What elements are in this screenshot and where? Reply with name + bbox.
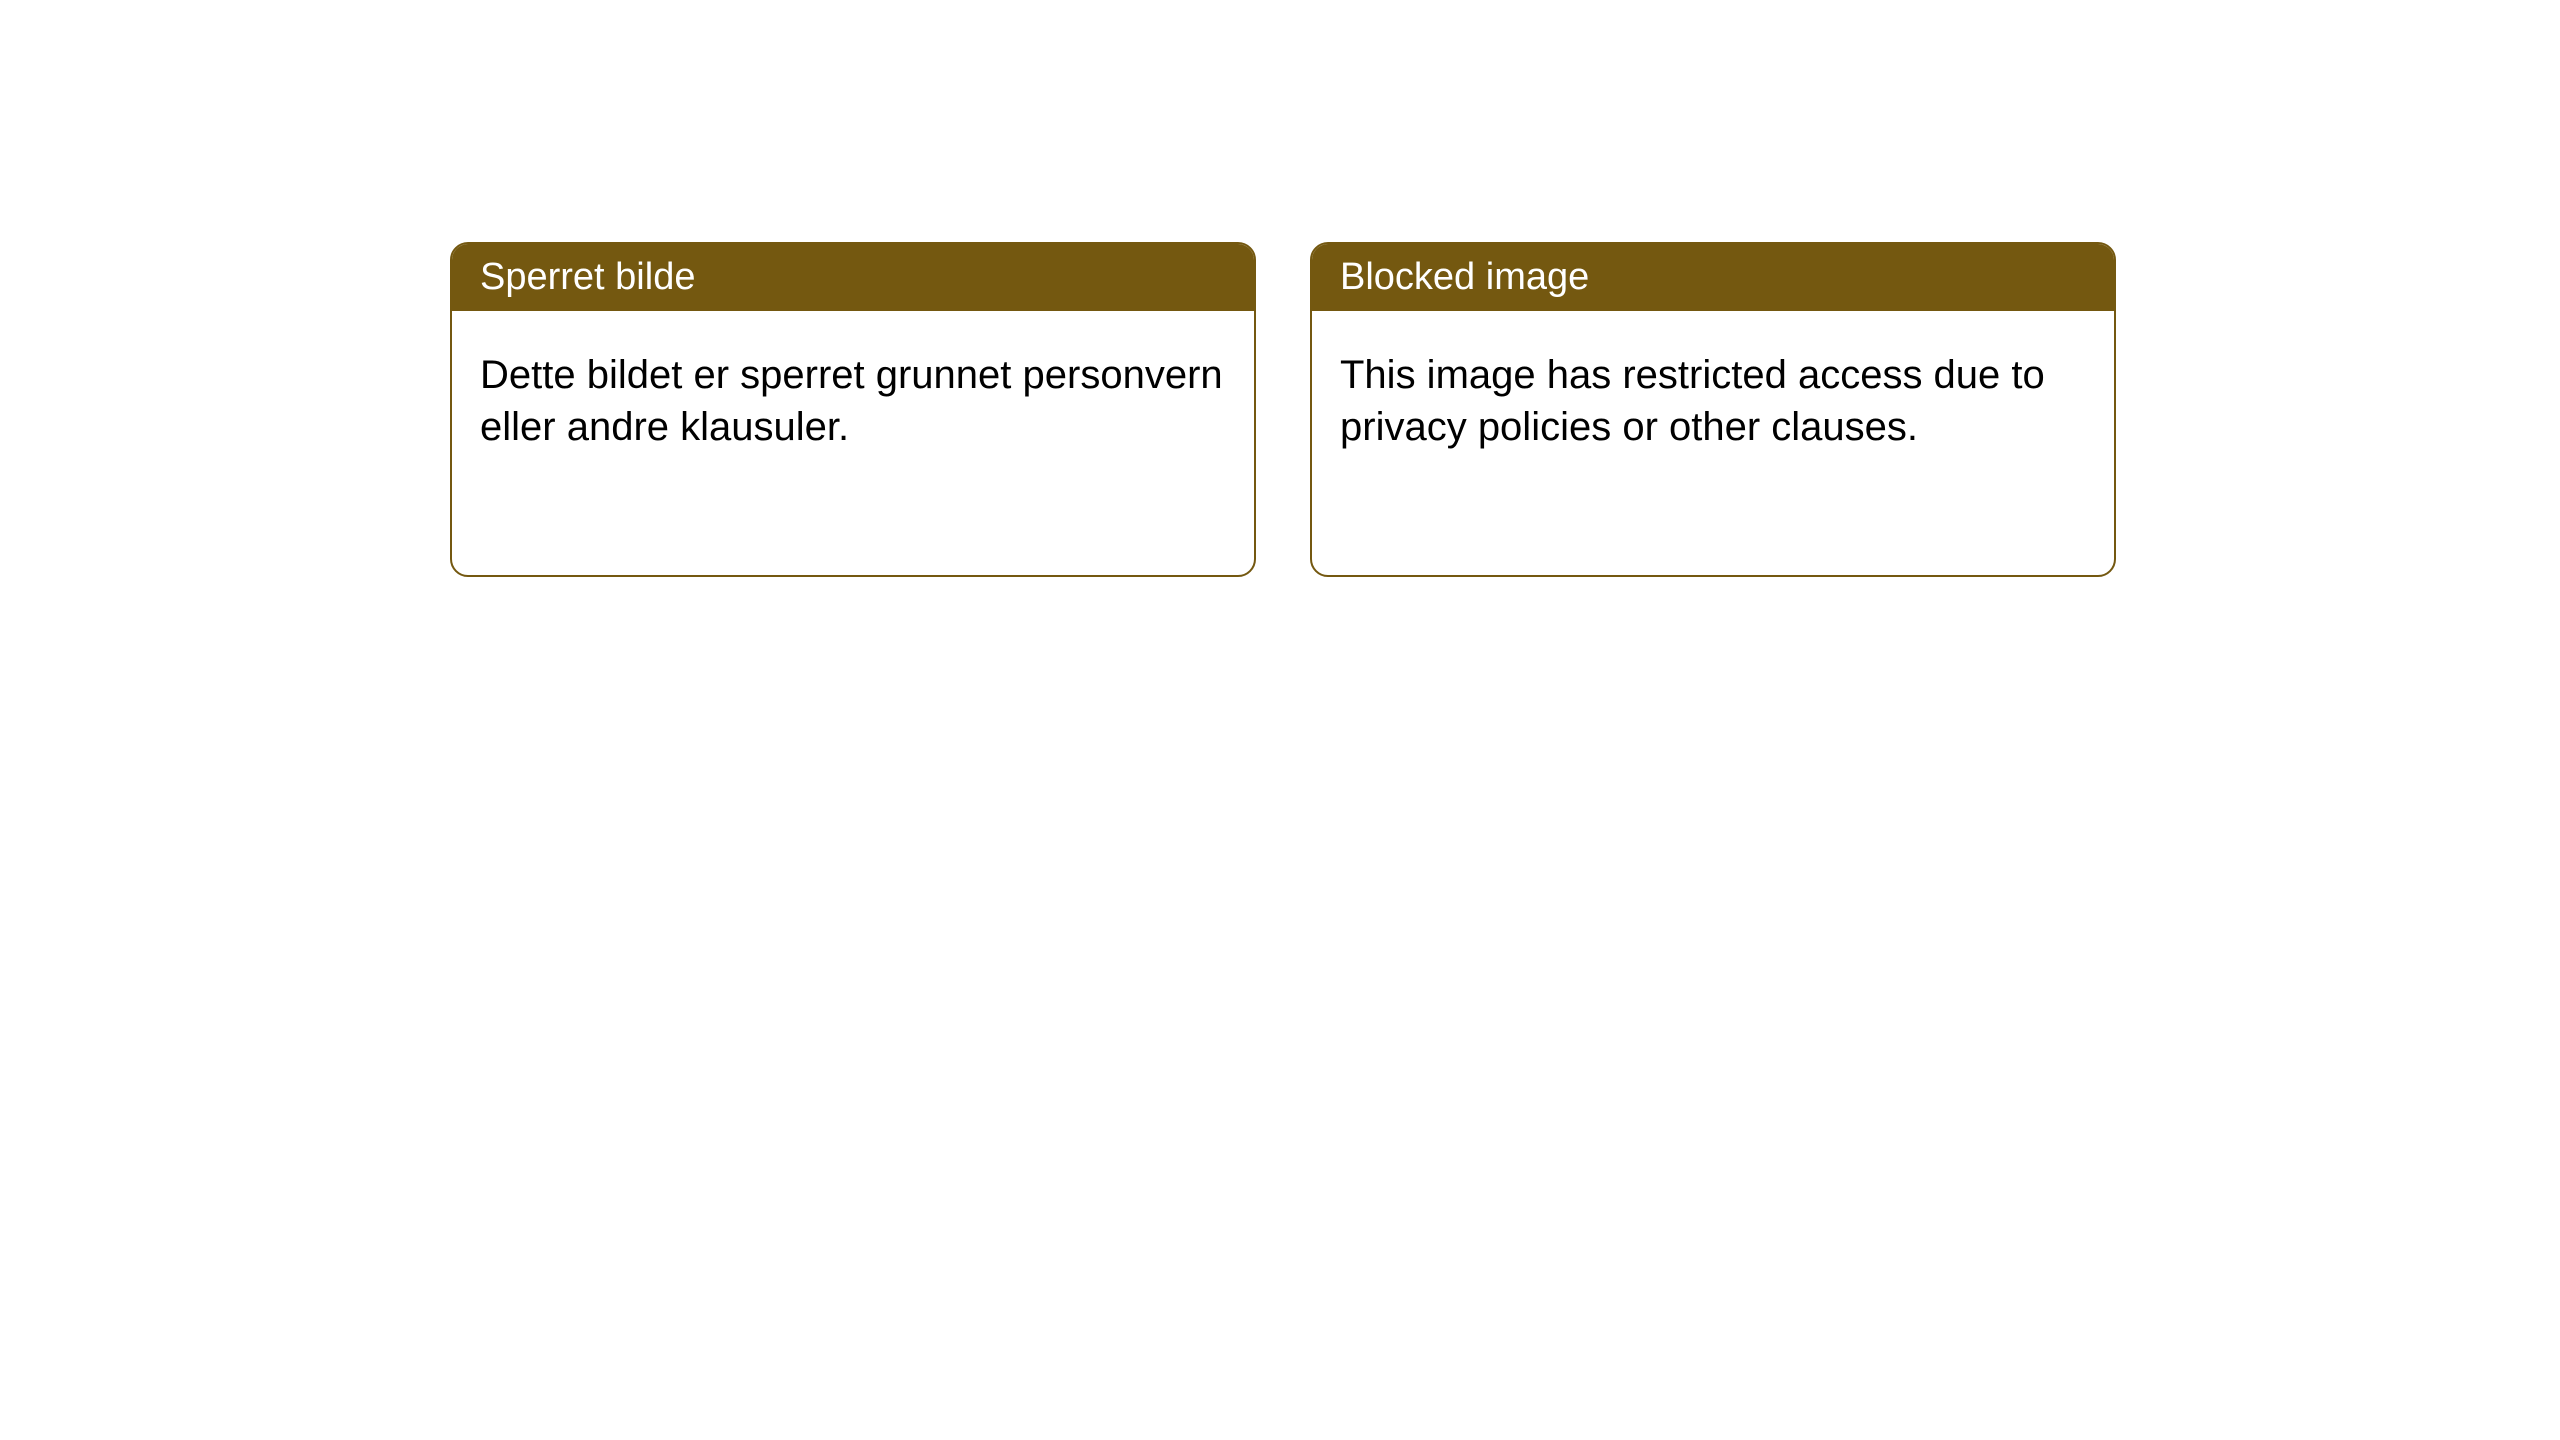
- card-header-en: Blocked image: [1312, 244, 2114, 311]
- card-title-en: Blocked image: [1340, 256, 1589, 298]
- card-text-no: Dette bildet er sperret grunnet personve…: [480, 353, 1223, 449]
- blocked-image-notices: Sperret bilde Dette bildet er sperret gr…: [450, 242, 2116, 577]
- card-body-no: Dette bildet er sperret grunnet personve…: [452, 311, 1254, 491]
- blocked-image-card-en: Blocked image This image has restricted …: [1310, 242, 2116, 577]
- card-header-no: Sperret bilde: [452, 244, 1254, 311]
- blocked-image-card-no: Sperret bilde Dette bildet er sperret gr…: [450, 242, 1256, 577]
- card-body-en: This image has restricted access due to …: [1312, 311, 2114, 491]
- card-text-en: This image has restricted access due to …: [1340, 353, 2045, 449]
- card-title-no: Sperret bilde: [480, 256, 695, 298]
